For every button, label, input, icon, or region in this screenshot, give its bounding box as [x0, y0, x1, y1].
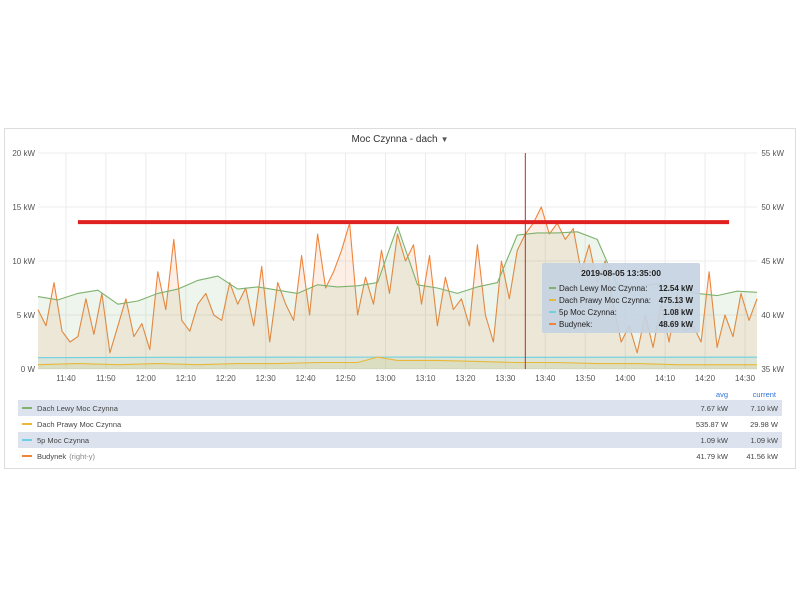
y-left-tick-label: 5 kW	[17, 311, 36, 320]
tooltip-swatch	[549, 299, 556, 301]
legend-series-name[interactable]: 5p Moc Czynna	[37, 435, 90, 445]
y-left-tick-label: 10 kW	[12, 257, 35, 266]
tooltip-time: 2019-08-05 13:35:00	[581, 268, 661, 278]
x-tick-label: 13:10	[415, 374, 436, 383]
legend-swatch[interactable]	[22, 423, 32, 425]
x-tick-label: 13:00	[376, 374, 397, 383]
tooltip-series-name: Budynek:	[559, 319, 593, 329]
legend-current-value: 1.09 kW	[750, 435, 778, 445]
x-tick-label: 13:30	[495, 374, 516, 383]
tooltip-series-value: 48.69 kW	[658, 319, 693, 329]
legend-avg-value: 1.09 kW	[700, 435, 728, 445]
x-tick-label: 14:10	[655, 374, 676, 383]
legend-series-name[interactable]: Budynek (right-y)	[37, 451, 96, 461]
tooltip-series-name: Dach Prawy Moc Czynna:	[559, 295, 652, 305]
legend-current-value: 41.56 kW	[746, 451, 778, 461]
tooltip-row: Dach Prawy Moc Czynna: 475.13 W	[549, 294, 693, 306]
legend-avg-value: 41.79 kW	[696, 451, 728, 461]
legend-avg-value: 535.87 W	[695, 419, 728, 429]
legend-current-value: 7.10 kW	[750, 403, 778, 413]
legend-swatch[interactable]	[22, 439, 32, 441]
legend-current-value: 29.98 W	[750, 419, 778, 429]
legend-table: avg current Dach Lewy Moc Czynna 7.67 kW…	[18, 388, 782, 464]
chevron-down-icon[interactable]: ▼	[440, 135, 449, 144]
y-right-tick-label: 50 kW	[761, 203, 784, 212]
tooltip-swatch	[549, 311, 556, 313]
legend-swatch[interactable]	[22, 455, 32, 457]
tooltip-swatch	[549, 287, 556, 289]
x-tick-label: 12:40	[296, 374, 317, 383]
legend-series-name[interactable]: Dach Lewy Moc Czynna	[37, 403, 118, 413]
x-tick-label: 14:20	[695, 374, 716, 383]
x-tick-label: 13:20	[455, 374, 476, 383]
legend-row[interactable]: Dach Prawy Moc Czynna 535.87 W 29.98 W	[18, 416, 782, 432]
tooltip-swatch	[549, 323, 556, 325]
legend-avg-value: 7.67 kW	[700, 403, 728, 413]
tooltip-series-value: 1.08 kW	[663, 307, 693, 317]
y-right-tick-label: 55 kW	[761, 149, 784, 158]
tooltip-series-name: 5p Moc Czynna:	[559, 307, 617, 317]
x-tick-label: 11:50	[96, 374, 116, 383]
series-area	[38, 226, 757, 369]
y-right-tick-label: 35 kW	[761, 365, 784, 374]
tooltip-row: 5p Moc Czynna: 1.08 kW	[549, 306, 693, 318]
x-tick-label: 12:20	[216, 374, 237, 383]
x-tick-label: 11:40	[56, 374, 76, 383]
x-tick-label: 13:40	[535, 374, 556, 383]
legend-current-header[interactable]: current	[752, 390, 776, 399]
panel-title-text[interactable]: Moc Czynna - dach	[351, 134, 438, 145]
legend-avg-header[interactable]: avg	[715, 390, 728, 399]
x-tick-label: 12:00	[136, 374, 157, 383]
y-right-tick-label: 45 kW	[761, 257, 784, 266]
y-left-tick-label: 20 kW	[12, 149, 35, 158]
panel-title[interactable]: Moc Czynna - dach ▼	[5, 134, 795, 145]
x-tick-label: 14:30	[735, 374, 756, 383]
series-area	[38, 357, 757, 369]
tooltip-series-name: Dach Lewy Moc Czynna:	[559, 283, 648, 293]
legend-header: avg current	[18, 388, 782, 400]
hover-tooltip: 2019-08-05 13:35:00 Dach Lewy Moc Czynna…	[542, 263, 700, 333]
series-area	[38, 357, 757, 369]
x-tick-label: 12:30	[256, 374, 277, 383]
x-tick-label: 14:00	[615, 374, 636, 383]
y-right-tick-label: 40 kW	[761, 311, 784, 320]
x-tick-label: 12:10	[176, 374, 197, 383]
series-line	[37, 356, 757, 359]
tooltip-series-value: 12.54 kW	[658, 283, 693, 293]
y-left-tick-label: 0 W	[21, 365, 36, 374]
x-tick-label: 13:50	[575, 374, 596, 383]
series-line	[37, 356, 757, 366]
legend-series-name[interactable]: Dach Prawy Moc Czynna	[37, 419, 122, 429]
y-left-tick-label: 15 kW	[12, 203, 35, 212]
x-tick-label: 12:50	[336, 374, 357, 383]
legend-row[interactable]: Budynek (right-y) 41.79 kW 41.56 kW	[18, 448, 782, 464]
tooltip-series-value: 475.13 W	[658, 295, 693, 305]
tooltip-row: Dach Lewy Moc Czynna: 12.54 kW	[549, 282, 693, 294]
legend-row[interactable]: 5p Moc Czynna 1.09 kW 1.09 kW	[18, 432, 782, 448]
tooltip-row: Budynek: 48.69 kW	[549, 318, 693, 330]
series-line	[37, 206, 758, 354]
legend-swatch[interactable]	[22, 407, 32, 409]
legend-row[interactable]: Dach Lewy Moc Czynna 7.67 kW 7.10 kW	[18, 400, 782, 416]
